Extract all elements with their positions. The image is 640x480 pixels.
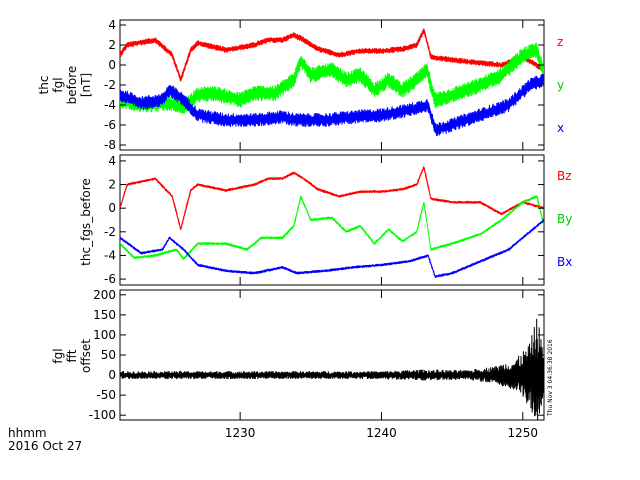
series-line-x [120,73,544,136]
panel-fgs-x-ticks [239,155,524,285]
panel-offset-series [120,318,544,420]
y-tick-label: -2 [104,78,116,92]
legend-label-by: By [557,212,572,226]
x-tick-label: 1250 [508,426,539,440]
panel-offset-ylabel-line: offset [79,339,93,373]
y-tick-label: -50 [96,388,116,402]
y-tick-label: -4 [104,248,116,262]
y-tick-label: -8 [104,138,116,152]
panel-fgs-y-ticks: -6 -4 -2 0 2 4 [104,154,544,286]
series-line-y [120,42,544,114]
y-tick-label: 2 [108,38,116,52]
plot-timestamp: Thu Nov 3 04:36:38 2016 [547,339,554,417]
y-tick-label: -2 [104,225,116,239]
panel-fgs-legend: Bz By Bx [557,169,572,269]
panel-offset-ylabel-line: fgl [51,348,65,363]
y-tick-label: 150 [93,308,116,322]
y-tick-label: -4 [104,98,116,112]
y-tick-label: -100 [89,408,116,422]
panel-fgl-ylabel-line: thc [37,76,51,95]
legend-label-bx: Bx [557,255,572,269]
panel-offset: -100 -50 0 50 100 150 200 fgl fft offset Thu N… [51,288,554,422]
y-tick-label: 4 [108,154,116,168]
x-axis-date: 2016 Oct 27 [8,439,82,453]
panel-fgl-ylabel-line: fgl [51,77,65,92]
panel-offset-ylabel: fgl fft offset [51,339,93,373]
panel-fgl-series [120,28,544,136]
series-line-by [120,195,544,260]
panel-fgl-x-ticks [239,20,524,150]
panel-offset-x-ticks [239,290,524,420]
y-tick-label: 2 [108,178,116,192]
y-tick-label: -6 [104,272,116,286]
panel-fgl-legend: z y x [557,35,564,135]
panel-fgl: -8 -6 -4 -2 0 2 4 thc fgl before [nT] z y x [37,18,564,152]
panel-offset-y-ticks: -100 -50 0 50 100 150 200 [89,288,544,422]
x-tick-label: 1240 [366,426,397,440]
panel-offset-ylabel-line: fft [65,349,79,362]
panel-fgl-y-ticks: -8 -6 -4 -2 0 2 4 [104,18,544,152]
x-axis-label: hhmm [8,426,47,440]
x-tick-label: 1230 [225,426,256,440]
y-tick-label: 100 [93,328,116,342]
x-axis-tick-labels: 1230 1240 1250 [225,426,538,440]
legend-label-y: y [557,78,564,92]
series-line-bx [120,218,544,278]
y-tick-label: 4 [108,18,116,32]
y-tick-label: 0 [108,368,116,382]
legend-label-bz: Bz [557,169,572,183]
y-tick-label: 50 [101,348,116,362]
y-tick-label: 0 [108,58,116,72]
y-tick-label: -6 [104,118,116,132]
panel-fgl-ylabel-line: before [65,66,79,105]
panel-fgl-ylabel-line: [nT] [79,73,93,97]
panel-fgs: -6 -4 -2 0 2 4 thc_fgs_before Bz By Bx [79,154,572,286]
legend-label-z: z [557,35,563,49]
y-tick-label: 200 [93,288,116,302]
panel-fgs-series [120,166,544,278]
series-line-bz [120,166,544,231]
y-tick-label: 0 [108,201,116,215]
panel-fgs-ylabel: thc_fgs_before [79,178,93,266]
series-line-offset [120,318,544,420]
series-line-z [120,28,544,82]
legend-label-x: x [557,121,564,135]
panel-fgl-ylabel: thc fgl before [nT] [37,66,93,105]
panel-offset-frame [119,289,545,421]
